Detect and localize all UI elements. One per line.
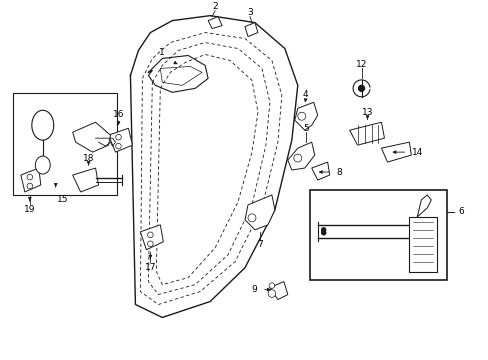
Text: 18: 18	[82, 154, 94, 163]
Text: 3: 3	[246, 8, 252, 17]
Text: 6: 6	[457, 207, 463, 216]
Circle shape	[321, 228, 325, 232]
Polygon shape	[311, 162, 329, 180]
Circle shape	[268, 283, 274, 288]
Circle shape	[147, 241, 153, 247]
Circle shape	[116, 143, 121, 149]
Bar	[408, 217, 436, 272]
Text: 14: 14	[411, 148, 422, 157]
Circle shape	[267, 290, 275, 297]
Text: 17: 17	[144, 263, 156, 272]
Text: 7: 7	[257, 240, 262, 249]
Circle shape	[293, 154, 301, 162]
Text: 16: 16	[113, 110, 124, 119]
Polygon shape	[73, 122, 110, 152]
Circle shape	[247, 214, 255, 222]
Circle shape	[116, 134, 121, 140]
Text: 4: 4	[303, 90, 308, 99]
Polygon shape	[294, 102, 317, 130]
Circle shape	[297, 112, 305, 120]
Text: 5: 5	[302, 124, 308, 133]
Ellipse shape	[32, 110, 54, 140]
Circle shape	[27, 183, 33, 189]
Text: 2: 2	[212, 2, 218, 11]
Text: 13: 13	[361, 108, 372, 117]
Text: 8: 8	[336, 167, 342, 176]
Bar	[309, 190, 447, 280]
Polygon shape	[381, 142, 410, 162]
Polygon shape	[349, 122, 384, 145]
Polygon shape	[244, 195, 274, 230]
Polygon shape	[108, 128, 132, 152]
Circle shape	[321, 231, 325, 235]
Polygon shape	[21, 168, 41, 192]
Polygon shape	[208, 17, 222, 28]
Polygon shape	[269, 282, 287, 300]
Text: 1: 1	[159, 48, 165, 57]
Polygon shape	[140, 225, 163, 250]
Polygon shape	[287, 142, 314, 170]
Bar	[13, 93, 117, 195]
Text: 11: 11	[361, 245, 372, 254]
Circle shape	[147, 232, 153, 238]
Text: 9: 9	[250, 285, 256, 294]
Polygon shape	[73, 168, 99, 192]
Text: 12: 12	[355, 60, 366, 69]
Circle shape	[27, 174, 33, 180]
Text: 15: 15	[57, 195, 68, 204]
Polygon shape	[244, 23, 258, 37]
Ellipse shape	[35, 156, 50, 174]
Text: 10: 10	[361, 203, 372, 212]
Circle shape	[358, 85, 364, 91]
Text: 19: 19	[24, 206, 36, 215]
